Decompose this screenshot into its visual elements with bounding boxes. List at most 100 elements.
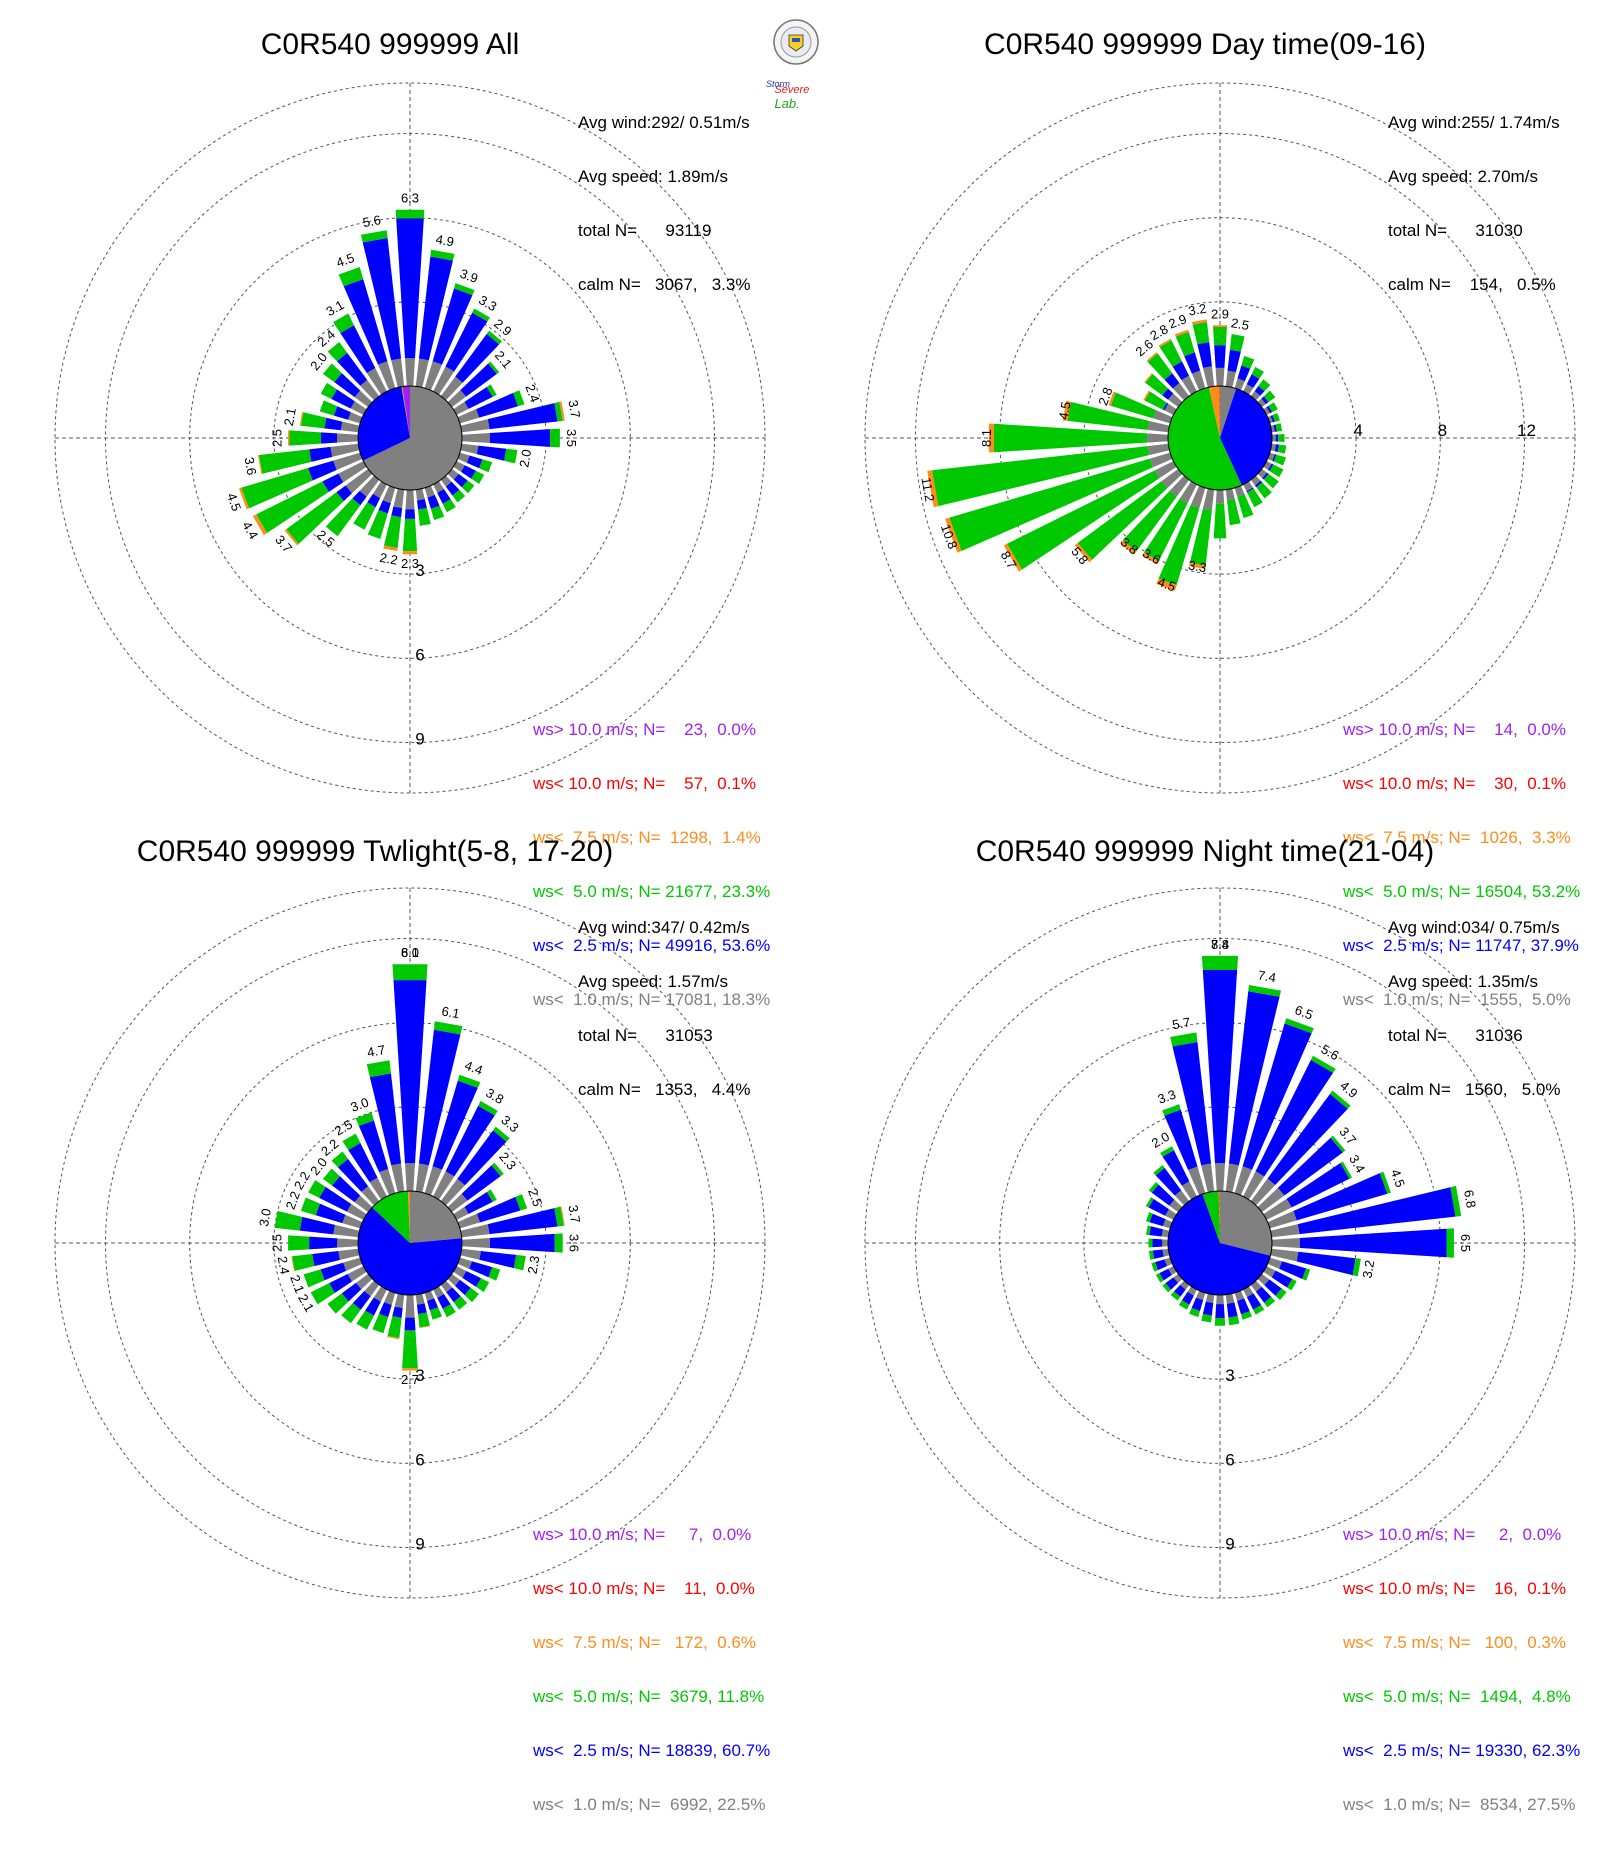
bar-label-8: 3.7 [565,399,583,419]
chart-title-all: C0R540 999999 All [0,28,795,62]
stats-block-day: Avg wind:255/ 1.74m/s Avg speed: 2.70m/s… [1388,78,1560,330]
bar-27-orange [288,430,289,445]
bar-label-26: 3.6 [242,456,260,476]
bar-0-green [396,210,425,219]
bar-9-grey [462,1238,490,1248]
bar-0-green [1213,327,1227,345]
bar-18-blue [1215,1304,1224,1318]
bar-1-blue [1228,350,1241,372]
ring-label-1: 6 [415,645,424,664]
bar-label-8: 6.8 [1461,1189,1479,1209]
bar-9-blue [490,1234,555,1252]
chart-title-twilight: C0R540 999999 Twlight(5-8, 17-20) [0,835,780,869]
bar-17-grey [1226,489,1235,501]
bar-17-green [1228,1316,1239,1325]
bar-label-33: 2.5 [332,1117,355,1139]
bar-19-blue [391,507,402,518]
bar-35-grey [1203,366,1214,387]
bar-0-grey [1216,368,1225,386]
bar-label-7: 2.5 [525,1186,545,1208]
bar-28-grey [341,422,360,433]
bar-27-green [994,424,1147,452]
bar-label-0: 6.3 [401,191,419,206]
bar-label-29: 2.2 [283,1189,303,1211]
bar-17-grey [1226,1294,1235,1304]
bar-label-10: 2.0 [516,448,534,468]
bar-18-blue [405,509,415,519]
bar-0-blue [393,980,426,1163]
bar-27-blue [309,1237,337,1250]
bar-10-blue [477,446,506,461]
bar-label-2: 4.4 [463,1058,485,1078]
bar-9-grey [1272,1238,1300,1248]
bar-9-blue [490,429,550,447]
legend-twilight: ws> 10.0 m/s; N= 7, 0.0% ws< 10.0 m/s; N… [533,1490,770,1850]
bar-17-blue [417,1303,427,1314]
bar-17-grey [416,489,425,501]
bar-9-blue [1276,434,1279,441]
bar-0-grey [405,358,415,386]
stats-block-twilight: Avg wind:347/ 0.42m/s Avg speed: 1.57m/s… [578,883,750,1135]
bar-18-grey [1216,1295,1224,1304]
bar-9-green [1278,434,1284,442]
bar-28-green [275,1211,303,1231]
bar-label-6: 3.4 [1346,1152,1368,1175]
calm-n-all: calm N= 3067, 3.3% [578,276,750,294]
calm-n-night: calm N= 1560, 5.0% [1388,1081,1560,1099]
bar-18-green [1214,504,1227,539]
legend-lt25-night: ws< 2.5 m/s; N= 19330, 62.3% [1343,1742,1580,1760]
ring-label-2: 9 [1225,1535,1234,1554]
avg-speed-twilight: Avg speed: 1.57m/s [578,973,750,991]
bar-9-green [555,1233,563,1252]
ring-label-0: 4 [1353,421,1362,440]
avg-speed-day: Avg speed: 2.70m/s [1388,168,1560,186]
bar-10-grey [461,1249,481,1260]
logo-storm: Storm [766,79,790,89]
bar-27-grey [1162,1239,1168,1246]
bar-0-green [1202,956,1238,970]
bar-26-blue [309,447,332,462]
bar-9-blue [1300,1229,1447,1258]
bar-27-green [1149,1239,1153,1248]
bar-17-green [1227,499,1241,525]
bar-label-7: 4.5 [1388,1167,1408,1189]
bar-label-36: 7.8 [1211,937,1229,952]
legend-lt10-twilight: ws< 10.0 m/s; N= 11, 0.0% [533,1580,770,1598]
bar-label-9: 3.5 [564,429,579,447]
legend-lt50-night: ws< 5.0 m/s; N= 1494, 4.8% [1343,1688,1580,1706]
legend-lt10ms-night: ws< 1.0 m/s; N= 8534, 27.5% [1343,1796,1580,1814]
bar-label-34: 3.3 [1156,1087,1178,1107]
bar-label-9: 6.5 [1458,1234,1473,1252]
bar-label-18: 2.7 [401,1372,419,1387]
bar-26-grey [338,1249,359,1260]
bar-10-grey [461,444,479,454]
bar-label-1: 7.4 [1257,967,1277,985]
legend-lt25-twilight: ws< 2.5 m/s; N= 18839, 60.7% [533,1742,770,1760]
bar-label-2: 3.9 [458,266,480,286]
bar-1-green [1230,334,1245,352]
bar-0-grey [405,1163,415,1191]
chart-title-night: C0R540 999999 Night time(21-04) [800,835,1610,869]
bar-19-green [384,516,401,548]
legend-lt75-night: ws< 7.5 m/s; N= 100, 0.3% [1343,1634,1580,1652]
legend-night: ws> 10.0 m/s; N= 2, 0.0% ws< 10.0 m/s; N… [1343,1490,1580,1850]
bar-label-3: 3.3 [476,292,499,314]
ring-label-0: 3 [1225,1366,1234,1385]
bar-19-grey [393,489,404,509]
bar-18-green [402,1330,418,1368]
bar-label-0: 2.9 [1211,306,1229,321]
bar-18-grey [1216,490,1224,504]
bar-29-green [320,400,338,415]
bar-label-34: 2.9 [1167,311,1189,331]
bar-19-blue [392,1307,402,1318]
bar-9-grey [462,433,490,443]
logo-lab: Lab. [774,96,799,111]
bar-19-green [388,1316,402,1338]
pie-slice-lt10ms [410,1191,462,1243]
bar-label-28: 3.0 [256,1207,274,1227]
bar-label-2: 6.5 [1293,1002,1315,1022]
bar-18-green [403,519,417,551]
